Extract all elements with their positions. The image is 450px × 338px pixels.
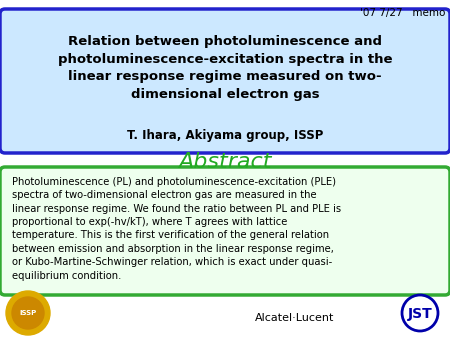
Text: Alcatel·Lucent: Alcatel·Lucent [255, 313, 334, 323]
FancyBboxPatch shape [0, 167, 450, 295]
Text: Photoluminescence (PL) and photoluminescence-excitation (PLE)
spectra of two-dim: Photoluminescence (PL) and photoluminesc… [12, 177, 341, 281]
Text: ISSP: ISSP [19, 310, 36, 316]
Text: Abstract: Abstract [178, 152, 272, 172]
Text: T. Ihara, Akiyama group, ISSP: T. Ihara, Akiyama group, ISSP [127, 129, 323, 143]
Text: JST: JST [408, 307, 432, 321]
Circle shape [6, 291, 50, 335]
Circle shape [12, 297, 44, 329]
Text: Relation between photoluminescence and
photoluminescence-excitation spectra in t: Relation between photoluminescence and p… [58, 35, 392, 101]
Circle shape [402, 295, 438, 331]
FancyBboxPatch shape [0, 9, 450, 153]
Text: '07 7/27   memo: '07 7/27 memo [360, 8, 445, 18]
